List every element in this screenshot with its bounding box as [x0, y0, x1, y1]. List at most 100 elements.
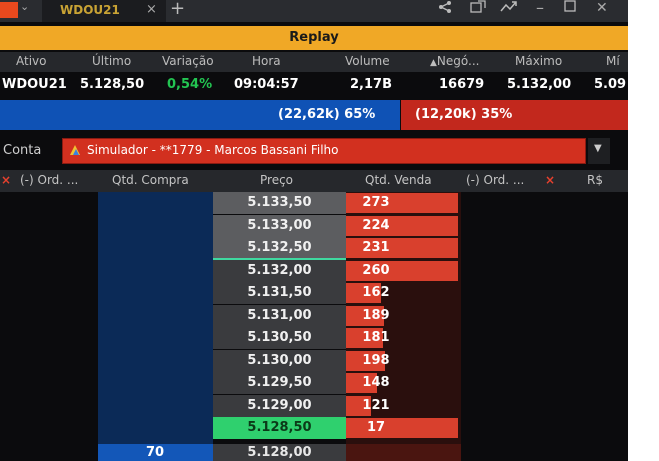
trading-window: ⌄ WDOU21 × + – ✕ Replay Ativo Último Var… [0, 0, 628, 461]
price-level[interactable]: 5.132,00 [213, 260, 346, 282]
ask-qty-cell[interactable]: 231 [346, 237, 461, 259]
bid-qty: 70 [146, 445, 165, 460]
ask-qty-cell[interactable]: 162 [346, 282, 461, 304]
ask-qty-cell[interactable]: 198 [346, 350, 461, 372]
cancel-sell-orders-icon[interactable]: × [545, 173, 556, 187]
ask-qty-cell[interactable]: 189 [346, 305, 461, 327]
aggressor-sell-text: (12,20k) 35% [415, 107, 513, 122]
price-level[interactable]: 5.130,00 [213, 350, 346, 372]
quote-hora: 09:04:57 [234, 77, 299, 92]
header-negocios[interactable]: ▲Negó... [430, 54, 479, 68]
ask-volume-bar [346, 261, 458, 281]
header-qtd-compra[interactable]: Qtd. Compra [112, 173, 189, 187]
header-ultimo[interactable]: Último [92, 54, 132, 68]
ask-volume-bar [346, 238, 458, 258]
header-ord-sell[interactable]: (-) Ord. ... [466, 173, 525, 187]
header-volume[interactable]: Volume [345, 54, 390, 68]
buy-orders-column[interactable] [0, 192, 98, 461]
popout-icon[interactable] [470, 0, 486, 18]
ask-qty-cell[interactable]: 181 [346, 327, 461, 349]
minimize-icon[interactable]: – [536, 0, 544, 17]
sell-orders-column[interactable] [461, 192, 628, 461]
price-level[interactable]: 5.129,50 [213, 372, 346, 394]
price-level[interactable]: 5.128,50 [213, 417, 346, 439]
cancel-buy-orders-icon[interactable]: × [1, 173, 12, 187]
ask-qty-cell[interactable]: 260 [346, 260, 461, 282]
empty-sell-cell[interactable] [346, 444, 461, 461]
header-ord-buy[interactable]: (-) Ord. ... [20, 173, 79, 187]
buy-qty-column[interactable] [98, 192, 213, 461]
ask-qty-cell[interactable]: 121 [346, 395, 461, 417]
best-ask-separator [213, 258, 346, 260]
ask-volume-bar [346, 306, 384, 326]
ask-qty-cell[interactable]: 273 [346, 192, 461, 214]
price-level[interactable]: 5.133,50 [213, 192, 346, 214]
price-level[interactable]: 5.130,50 [213, 327, 346, 349]
ask-volume-bar [346, 328, 383, 348]
ask-qty: 224 [362, 218, 390, 233]
ask-volume-bar [346, 283, 381, 303]
ask-volume-bar [346, 193, 458, 213]
close-window-icon[interactable]: ✕ [596, 0, 608, 16]
ask-volume-bar [346, 351, 385, 371]
ask-qty: 231 [362, 240, 390, 255]
ask-volume-bar [346, 216, 458, 236]
quote-variacao: 0,54% [167, 77, 213, 92]
account-dropdown-button[interactable]: ▼ [588, 138, 610, 164]
tab-wdou21[interactable]: WDOU21 × [42, 0, 166, 22]
aggressor-buy: (22,62k) 65% [0, 100, 400, 130]
quote-minimo: 5.09 [594, 77, 627, 92]
price-level[interactable]: 5.133,00 [213, 215, 346, 237]
quote-maximo: 5.132,00 [507, 77, 572, 92]
quote-negocios: 16679 [439, 77, 485, 92]
ask-qty: 260 [362, 263, 390, 278]
ask-qty: 198 [362, 353, 390, 368]
trend-icon[interactable] [500, 0, 518, 18]
app-color-marker [0, 2, 18, 18]
ask-qty: 121 [362, 398, 390, 413]
header-ativo[interactable]: Ativo [16, 54, 47, 68]
restore-icon[interactable] [564, 0, 576, 16]
ask-qty: 181 [362, 330, 390, 345]
header-negocios-label: Negó... [436, 54, 480, 68]
header-qtd-venda[interactable]: Qtd. Venda [365, 173, 432, 187]
account-select[interactable]: Simulador - **1779 - Marcos Bassani Filh… [62, 138, 586, 164]
ask-qty-cell[interactable]: 224 [346, 215, 461, 237]
ask-qty-cell[interactable]: 148 [346, 372, 461, 394]
share-icon[interactable] [438, 0, 452, 18]
book-header: × (-) Ord. ... Qtd. Compra Preço Qtd. Ve… [0, 170, 628, 192]
ask-qty: 273 [362, 195, 390, 210]
bid-price-cell[interactable]: 5.128,00 [213, 444, 346, 461]
header-rs[interactable]: R$ [587, 173, 603, 187]
price-level[interactable]: 5.131,50 [213, 282, 346, 304]
header-preco[interactable]: Preço [260, 173, 294, 187]
quote-header: Ativo Último Variação Hora Volume ▲Negó.… [0, 52, 628, 72]
chevron-down-icon: ▼ [594, 143, 602, 154]
header-minimo[interactable]: Mí [606, 54, 620, 68]
aggressor-bar: (22,62k) 65% (12,20k) 35% [0, 100, 628, 130]
quote-ativo: WDOU21 [2, 77, 67, 92]
new-tab-button[interactable]: + [170, 0, 186, 19]
aggressor-sell: (12,20k) 35% [401, 100, 628, 130]
ask-qty: 162 [362, 285, 390, 300]
title-bar: ⌄ WDOU21 × + – ✕ [0, 0, 628, 22]
ask-qty: 189 [362, 308, 390, 323]
ask-qty: 17 [366, 420, 386, 435]
tab-title: WDOU21 [60, 3, 120, 17]
account-label: Conta [3, 143, 42, 158]
quote-row: WDOU21 5.128,50 0,54% 09:04:57 2,17B 166… [0, 72, 628, 98]
replay-banner: Replay [0, 26, 628, 50]
header-variacao[interactable]: Variação [162, 54, 214, 68]
tab-close-icon[interactable]: × [146, 2, 157, 17]
quote-volume: 2,17B [350, 77, 392, 92]
quote-ultimo: 5.128,50 [80, 77, 145, 92]
price-level[interactable]: 5.131,00 [213, 305, 346, 327]
header-maximo[interactable]: Máximo [515, 54, 563, 68]
chevron-down-icon[interactable]: ⌄ [20, 0, 30, 13]
ask-qty-cell[interactable]: 17 [346, 417, 461, 439]
header-hora[interactable]: Hora [252, 54, 281, 68]
bid-qty-cell[interactable]: 70 [98, 444, 213, 461]
aggressor-buy-text: (22,62k) 65% [278, 107, 376, 122]
price-level[interactable]: 5.132,50 [213, 237, 346, 259]
price-level[interactable]: 5.129,00 [213, 395, 346, 417]
